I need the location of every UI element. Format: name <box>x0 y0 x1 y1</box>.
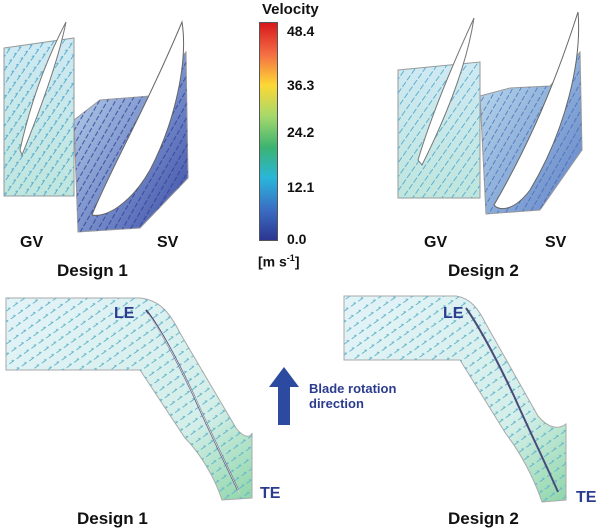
design2-cascade-plot <box>397 11 583 215</box>
gv-label-design2: GV <box>424 234 448 251</box>
le-label-design2: LE <box>443 305 464 322</box>
rotation-text-line2: direction <box>309 396 364 411</box>
gv-label-design1: GV <box>20 234 44 251</box>
rotation-text-line1: Blade rotation <box>309 381 397 396</box>
caption-top-design2: Design 2 <box>448 261 519 280</box>
le-label-design1: LE <box>114 305 135 322</box>
caption-bottom-design2: Design 2 <box>448 509 519 528</box>
legend-unit: [m s-1] <box>258 253 300 270</box>
legend-tick-min: 0.0 <box>287 231 307 247</box>
legend-tick-max: 48.4 <box>287 23 315 39</box>
design1-blade-passage-plot <box>5 297 253 501</box>
legend-title: Velocity <box>262 1 319 18</box>
te-label-design1: TE <box>260 485 281 502</box>
sv-label-design1: SV <box>157 234 179 251</box>
legend-tick-2: 36.3 <box>287 77 315 93</box>
caption-top-design1: Design 1 <box>57 261 128 280</box>
rotation-direction-arrow-icon <box>269 367 299 425</box>
velocity-colorbar <box>259 22 278 241</box>
legend-tick-4: 12.1 <box>287 179 315 195</box>
te-label-design2: TE <box>576 489 597 506</box>
legend-tick-3: 24.2 <box>287 124 315 140</box>
sv-label-design2: SV <box>545 234 567 251</box>
rotation-direction-text: Blade rotation direction <box>309 381 429 411</box>
design1-cascade-plot <box>3 20 189 233</box>
caption-bottom-design1: Design 1 <box>77 509 148 528</box>
design2-blade-passage-plot <box>343 295 567 503</box>
